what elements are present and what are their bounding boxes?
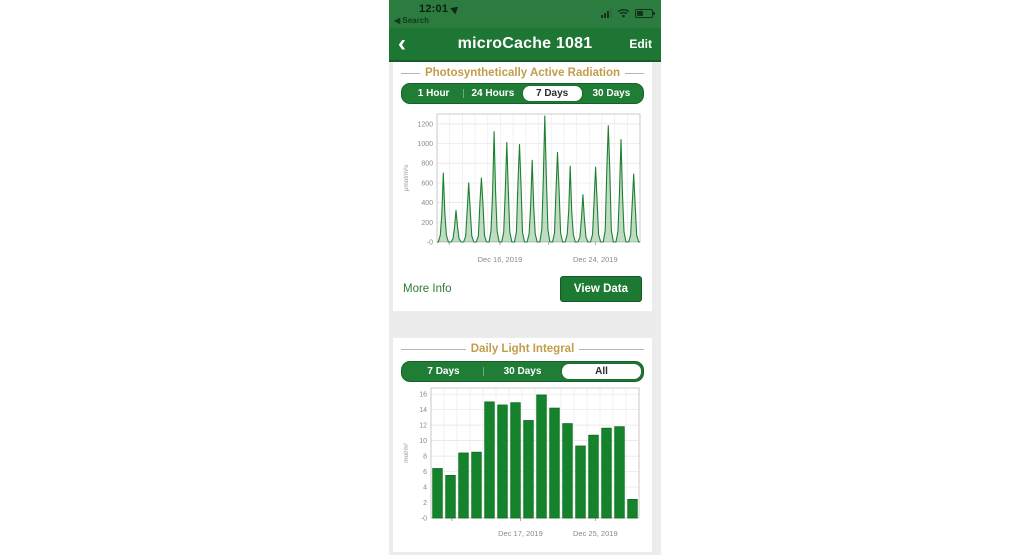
par-section-title: Photosynthetically Active Radiation — [401, 67, 644, 79]
location-arrow-icon — [450, 3, 461, 15]
svg-text:8: 8 — [423, 454, 427, 461]
range-button-30-days[interactable]: 30 Days — [483, 364, 562, 379]
dli-section-title: Daily Light Integral — [401, 343, 645, 355]
back-to-app-search[interactable]: ◀ Search — [394, 16, 430, 25]
svg-text:1000: 1000 — [417, 141, 433, 148]
svg-text:10: 10 — [419, 438, 427, 445]
svg-text:μmol/m²s: μmol/m²s — [403, 164, 410, 192]
range-button-1-hour[interactable]: 1 Hour — [417, 88, 450, 99]
svg-text:12: 12 — [419, 423, 427, 430]
svg-text:-0: -0 — [421, 516, 427, 523]
card-divider — [389, 311, 661, 338]
range-button-all[interactable]: All — [562, 364, 641, 379]
svg-text:800: 800 — [421, 161, 433, 168]
dli-card: Daily Light Integral 7 Days 30 Days All 16… — [393, 338, 652, 552]
svg-text:2: 2 — [423, 500, 427, 507]
range-button-7-days[interactable]: 7 Days — [522, 86, 582, 101]
battery-icon — [635, 8, 655, 18]
more-info-link[interactable]: More Info — [403, 283, 452, 295]
svg-text:16: 16 — [419, 392, 427, 399]
svg-text:4: 4 — [423, 485, 427, 492]
svg-text:-0: -0 — [427, 240, 433, 247]
phone-screen: 12:01 ◀ Search ‹ microCache 1081 Edit Ph… — [389, 0, 661, 555]
status-time: 12:01 — [419, 3, 461, 15]
dli-title-text: Daily Light Integral — [470, 343, 575, 355]
wifi-icon — [617, 9, 630, 18]
svg-text:mol/m²: mol/m² — [403, 442, 410, 463]
svg-text:Dec 17, 2019: Dec 17, 2019 — [498, 529, 543, 538]
svg-text:400: 400 — [421, 200, 433, 207]
back-chevron-button[interactable]: ‹ — [398, 30, 406, 57]
par-info-row: More Info View Data — [401, 273, 644, 306]
status-icons — [601, 8, 655, 18]
nav-bar: ‹ microCache 1081 Edit — [389, 28, 661, 62]
svg-text:Dec 24, 2019: Dec 24, 2019 — [573, 255, 618, 264]
par-chart: 1200 1000 800 600 400 200 -0 μmol/m²s Dec 16, 20… — [401, 108, 644, 273]
signal-icon — [601, 8, 612, 18]
range-button-7-days[interactable]: 7 Days — [427, 366, 460, 377]
dli-range-control: 7 Days 30 Days All — [401, 361, 644, 382]
svg-text:1200: 1200 — [417, 121, 433, 128]
par-title-text: Photosynthetically Active Radiation — [424, 67, 621, 79]
svg-text:200: 200 — [421, 220, 433, 227]
range-button-24-hours[interactable]: 24 Hours — [463, 86, 522, 101]
svg-text:Dec 16, 2019: Dec 16, 2019 — [478, 255, 523, 264]
view-data-button[interactable]: View Data — [559, 276, 642, 302]
range-button-30-days[interactable]: 30 Days — [592, 88, 631, 99]
svg-text:6: 6 — [423, 469, 427, 476]
par-range-control: 1 Hour 24 Hours 7 Days 30 Days — [401, 83, 644, 104]
dli-chart: 16 14 12 10 8 6 4 2 -0 mol/m² Dec 17, 2019 Dec 25, … — [401, 384, 644, 547]
svg-text:Dec 25, 2019: Dec 25, 2019 — [573, 529, 618, 538]
svg-text:14: 14 — [419, 407, 427, 414]
par-card: Photosynthetically Active Radiation 1 Ho… — [393, 62, 652, 311]
svg-text:600: 600 — [421, 180, 433, 187]
status-bar: 12:01 ◀ Search — [389, 0, 661, 28]
edit-button[interactable]: Edit — [629, 37, 652, 51]
page-title: microCache 1081 — [457, 35, 593, 52]
